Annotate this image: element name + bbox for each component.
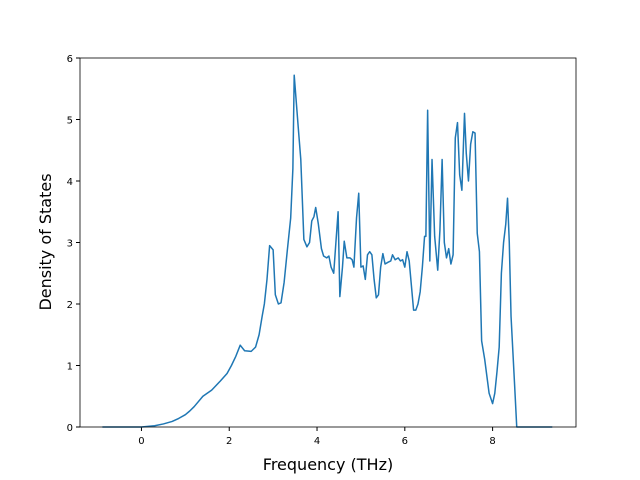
y-tick-label: 4: [67, 177, 73, 188]
plot-frame: [79, 57, 577, 428]
line-series: [102, 74, 553, 428]
y-tick-label: 5: [67, 116, 73, 127]
y-tick-label: 1: [67, 362, 73, 373]
x-axis-label: Frequency (THz): [263, 455, 393, 474]
x-tick-label: 6: [402, 436, 408, 447]
x-tick-label: 2: [226, 436, 232, 447]
y-tick-label: 6: [67, 54, 73, 65]
x-tick-label: 4: [314, 436, 320, 447]
y-tick-label: 2: [67, 300, 73, 311]
x-tick-label: 0: [138, 436, 144, 447]
x-tick-label: 8: [489, 436, 495, 447]
y-tick-label: 3: [67, 239, 73, 250]
y-axis-label: Density of States: [36, 173, 55, 310]
y-tick-label: 0: [67, 423, 73, 434]
